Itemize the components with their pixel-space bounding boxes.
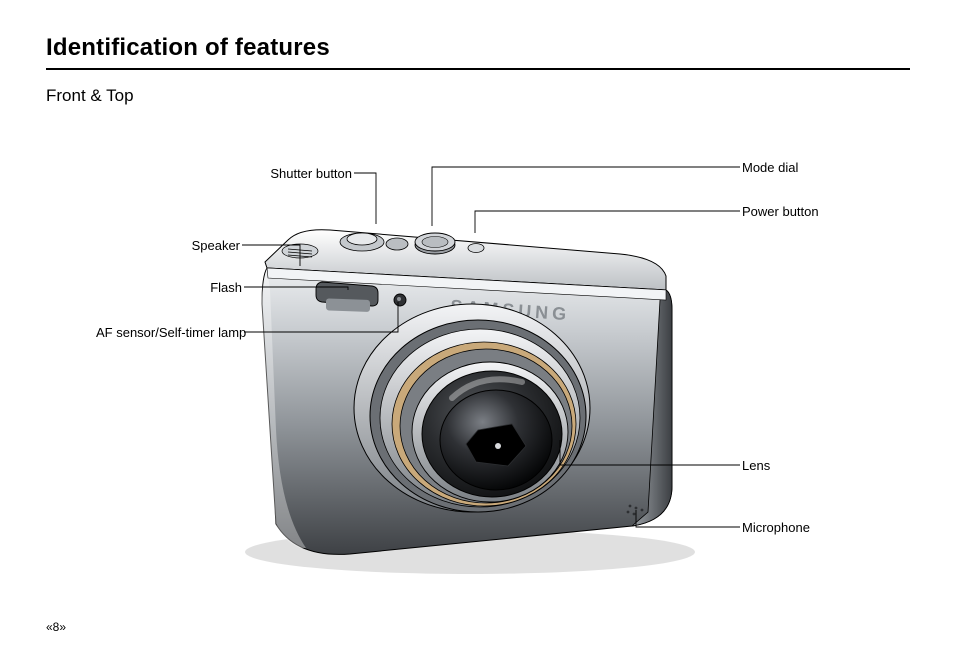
section-subheading: Front & Top (46, 86, 134, 106)
manual-page: Identification of features Front & Top S… (0, 0, 954, 660)
label-speaker: Speaker (180, 238, 240, 253)
leader-lens (560, 440, 740, 465)
leader-flash (244, 287, 348, 290)
label-microphone: Microphone (742, 520, 810, 535)
label-af-sensor: AF sensor/Self-timer lamp (96, 325, 241, 340)
leader-af (244, 302, 398, 332)
title-rule (46, 68, 910, 70)
label-mode-dial: Mode dial (742, 160, 798, 175)
leader-speaker (242, 245, 300, 266)
leader-shutter (354, 173, 376, 224)
label-power-button: Power button (742, 204, 819, 219)
leader-power (475, 211, 740, 233)
label-flash: Flash (206, 280, 242, 295)
brand-text: SAMSUNG (450, 296, 571, 324)
label-shutter-button: Shutter button (232, 166, 352, 181)
leader-mode_dial (432, 167, 740, 226)
page-title: Identification of features (46, 34, 330, 62)
leader-microphone (636, 510, 740, 527)
page-number: «8» (46, 620, 66, 634)
label-lens: Lens (742, 458, 770, 473)
